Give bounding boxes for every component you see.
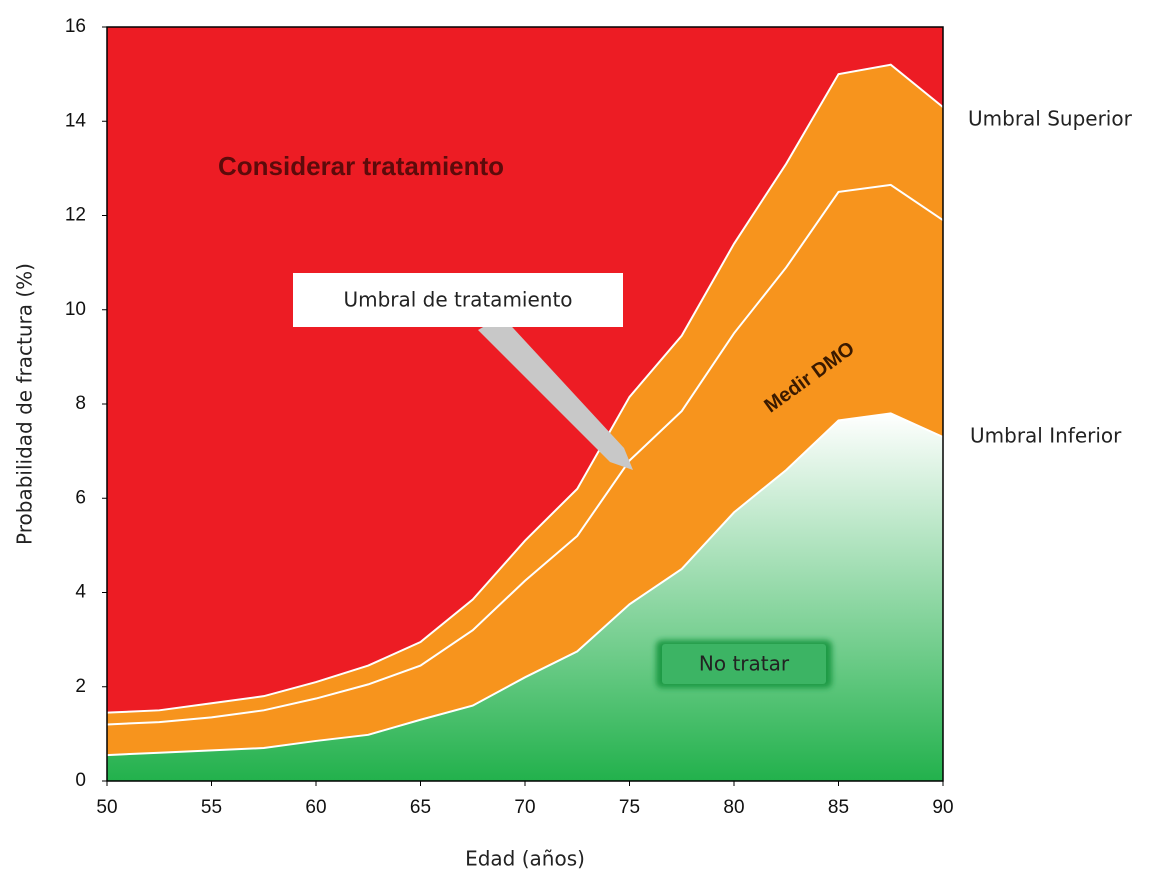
- y-tick-label: 6: [75, 487, 86, 508]
- x-tick-label: 70: [514, 797, 535, 818]
- annotation: Considerar tratamiento: [218, 151, 504, 181]
- line: [106, 63, 944, 714]
- y-tick-label: 16: [65, 16, 86, 37]
- y-tick-label: 2: [75, 676, 86, 697]
- y-axis-label: Probabilidad de fractura (%): [13, 263, 37, 545]
- line: [106, 412, 944, 757]
- y-tick-label: 14: [65, 110, 87, 131]
- arrow: [478, 316, 633, 470]
- series-label: Umbral Superior: [968, 107, 1133, 131]
- series-label: Umbral de tratamiento: [343, 288, 572, 312]
- x-tick-label: 60: [305, 797, 326, 818]
- y-tick-label: 10: [65, 299, 86, 320]
- x-tick-label: 85: [828, 797, 849, 818]
- label-box: [662, 644, 826, 684]
- x-tick-label: 80: [723, 797, 744, 818]
- x-tick-label: 55: [201, 797, 222, 818]
- label-box: [293, 273, 623, 327]
- area: [107, 413, 943, 781]
- x-tick-label: 65: [410, 797, 431, 818]
- y-tick-label: 0: [75, 770, 86, 791]
- y-tick-label: 12: [65, 205, 86, 226]
- x-tick-label: 75: [619, 797, 640, 818]
- x-tick-label: 90: [932, 797, 953, 818]
- series-label: Umbral Inferior: [970, 424, 1122, 448]
- annotation: No tratar: [699, 652, 790, 676]
- x-tick-label: 50: [96, 797, 117, 818]
- line: [106, 183, 944, 726]
- y-tick-label: 4: [75, 582, 86, 603]
- y-tick-label: 8: [75, 393, 86, 414]
- x-axis-label: Edad (años): [465, 847, 585, 871]
